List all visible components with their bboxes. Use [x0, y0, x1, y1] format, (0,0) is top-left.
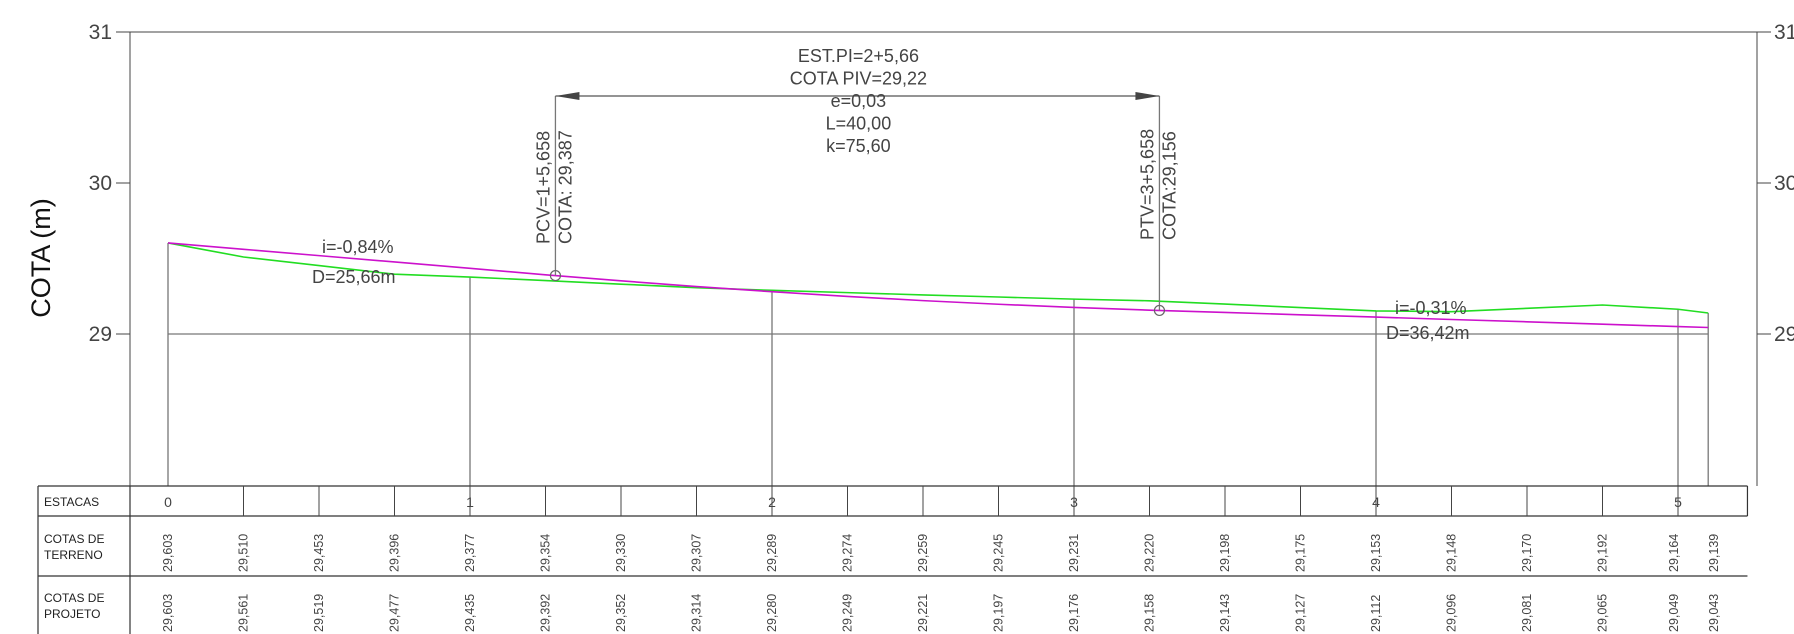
curve-annotations: EST.PI=2+5,66 COTA PIV=29,22e=0,03 L=40,00…: [312, 46, 1470, 343]
projeto-value: 29,096: [1445, 594, 1459, 632]
projeto-value: 29,477: [388, 594, 402, 632]
projeto-value: 29,249: [841, 594, 855, 632]
projeto-value: 29,603: [161, 594, 175, 632]
curve-info-line: EST.PI=2+5,66: [798, 46, 919, 66]
projeto-value: 29,065: [1596, 594, 1610, 632]
terreno-value: 29,198: [1218, 534, 1232, 572]
station-number: 2: [768, 494, 776, 510]
projeto-value: 29,143: [1218, 594, 1232, 632]
projeto-value: 29,392: [539, 594, 553, 632]
projeto-value: 29,519: [312, 594, 326, 632]
y-tick-label-right: 29: [1774, 323, 1794, 346]
projeto-value: 29,314: [690, 594, 704, 632]
projeto-value: 29,081: [1520, 594, 1534, 632]
projeto-value: 29,280: [765, 594, 779, 632]
terreno-value: 29,354: [539, 534, 553, 572]
estacas-label: ESTACAS: [44, 495, 99, 509]
y-tick-label-right: 31: [1774, 21, 1794, 44]
terreno-value: 29,603: [161, 534, 175, 572]
projeto-value: 29,435: [463, 594, 477, 632]
station-number: 0: [164, 494, 172, 510]
pcv-point-marker: [549, 269, 562, 282]
station-table: ESTACAS COTAS DE TERRENO COTAS DE PROJETO 0 1 2…: [37, 485, 1749, 634]
terreno-value: 29,231: [1067, 534, 1081, 572]
terreno-value: 29,330: [614, 534, 628, 572]
projeto-value: 29,049: [1667, 594, 1681, 632]
station-number: 5: [1674, 494, 1682, 510]
curve-info-line: L=40,00: [826, 114, 892, 134]
y-tick-label-right: 30: [1774, 172, 1794, 195]
curve-info-line: COTA PIV=29,22: [790, 69, 927, 89]
dist2-label: D=36,42m: [1386, 323, 1470, 343]
projeto-value: 29,158: [1143, 594, 1157, 632]
profile-lines: [167, 242, 1709, 329]
pcv-station-label: PCV=1+5,658: [533, 131, 553, 244]
projeto-value: 29,197: [992, 594, 1006, 632]
y-tick-label-left: 31: [89, 21, 112, 44]
projeto-value: 29,043: [1707, 594, 1721, 632]
projeto-value: 29,352: [614, 594, 628, 632]
terreno-value: 29,148: [1445, 534, 1459, 572]
dimension-arrow-right: [1135, 92, 1160, 100]
terreno-value: 29,245: [992, 534, 1006, 572]
projeto-label-line2: PROJETO: [44, 607, 100, 621]
dist1-label: D=25,66m: [312, 267, 396, 287]
terreno-value: 29,175: [1294, 534, 1308, 572]
terreno-value: 29,453: [312, 534, 326, 572]
grade1-label: i=-0,84%: [322, 237, 394, 257]
design-profile-line: [167, 242, 1709, 329]
pcv-cota-label: COTA: 29,387: [555, 130, 575, 244]
station-number: 3: [1070, 494, 1078, 510]
terreno-value: 29,274: [841, 534, 855, 572]
projeto-value: 29,221: [916, 594, 930, 632]
y-tick-label-left: 29: [89, 323, 112, 346]
terreno-value: 29,289: [765, 534, 779, 572]
terreno-value: 29,396: [388, 534, 402, 572]
station-verticals: [167, 242, 1709, 486]
projeto-label-line1: COTAS DE: [44, 591, 104, 605]
grade2-label: i=-0,31%: [1395, 298, 1467, 318]
terreno-label-line2: TERRENO: [44, 548, 103, 562]
terreno-label-line1: COTAS DE: [44, 532, 104, 546]
projeto-value: 29,112: [1369, 595, 1383, 632]
plot-frame: [129, 31, 1758, 486]
terreno-value: 29,139: [1707, 534, 1721, 572]
station-number: 1: [466, 494, 474, 510]
y-tick-label-left: 30: [89, 172, 112, 195]
projeto-value: 29,176: [1067, 594, 1081, 632]
terreno-value: 29,510: [237, 534, 251, 572]
y-axis-title: COTA (m): [26, 198, 56, 317]
terreno-value: 29,170: [1520, 534, 1534, 572]
terreno-value: 29,164: [1667, 534, 1681, 572]
terreno-value: 29,307: [690, 534, 704, 572]
station-number: 4: [1372, 494, 1380, 510]
terreno-value: 29,192: [1596, 534, 1610, 572]
ptv-cota-label: COTA:29,156: [1159, 131, 1179, 240]
terreno-value: 29,377: [463, 534, 477, 572]
terrain-profile-line: [167, 242, 1709, 314]
projeto-value: 29,561: [237, 594, 251, 632]
terreno-value: 29,153: [1369, 534, 1383, 572]
ptv-station-label: PTV=3+5,658: [1137, 129, 1157, 240]
projeto-value: 29,127: [1294, 594, 1308, 632]
curve-info-line: k=75,60: [826, 136, 891, 156]
ptv-point-marker: [1153, 304, 1166, 317]
curve-info-line: e=0,03: [831, 91, 887, 111]
elevation-axes: 31 31 30 30 29 29 COTA (m): [26, 21, 1794, 346]
terreno-value: 29,259: [916, 534, 930, 572]
dimension-arrow-left: [555, 92, 580, 100]
terreno-value: 29,220: [1143, 534, 1157, 572]
